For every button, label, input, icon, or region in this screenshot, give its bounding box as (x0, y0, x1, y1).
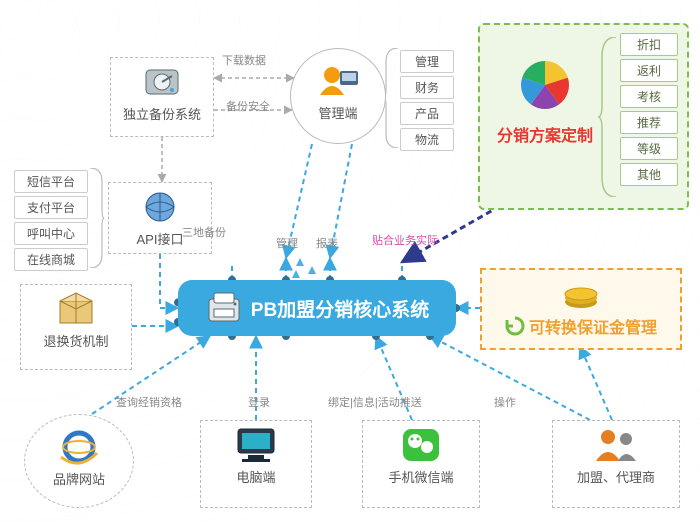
node-label: 电脑端 (201, 467, 311, 486)
edge-label: 报表 (316, 235, 338, 251)
fax-icon (205, 289, 243, 327)
node-label: 手机微信端 (363, 467, 479, 486)
side-list-item: 物流 (400, 128, 454, 151)
center-node: PB加盟分销核心系统 (178, 280, 456, 336)
node-brand: 品牌网站 (24, 414, 134, 508)
node-admin: 管理端 (290, 48, 386, 144)
node-label: 独立备份系统 (111, 104, 213, 123)
node-label: API接口 (109, 229, 211, 248)
edge-mobile-to-center (376, 336, 412, 420)
side-list-item: 管理 (400, 50, 454, 73)
node-returns: 退换货机制 (20, 284, 132, 370)
highlight-panel: 分销方案定制 折扣返利考核推荐等级其他 (478, 23, 689, 210)
highlight-title: 分销方案定制 (490, 122, 600, 146)
edge-api-to-center (160, 254, 178, 308)
node-mobile: 手机微信端 (362, 420, 480, 508)
ie-icon (57, 427, 101, 467)
box-icon (54, 289, 98, 329)
globe-icon (138, 187, 182, 227)
node-label: 品牌网站 (25, 469, 133, 488)
edge-agent-to-deposit (580, 346, 612, 420)
admin-user-icon (316, 61, 360, 101)
side-list-item: 支付平台 (14, 196, 88, 219)
highlight-item: 折扣 (620, 33, 678, 56)
side-list-item: 短信平台 (14, 170, 88, 193)
edge-label: 登录 (248, 394, 270, 410)
highlight-item: 考核 (620, 85, 678, 108)
people-icon (594, 425, 638, 465)
deposit-label: 可转换保证金管理 (529, 314, 657, 338)
side-list-item: 呼叫中心 (14, 222, 88, 245)
node-label: 加盟、代理商 (553, 467, 679, 486)
decorative-arrows (292, 258, 316, 278)
edge-label: 下载数据 (222, 52, 266, 68)
edge-label: 绑定|信息|活动推送 (328, 394, 422, 410)
edge-label: 备份安全 (226, 98, 270, 114)
deposit-node: 可转换保证金管理 (480, 268, 682, 350)
center-label: PB加盟分销核心系统 (251, 295, 429, 322)
highlight-item: 返利 (620, 59, 678, 82)
highlight-item: 推荐 (620, 111, 678, 134)
edge-admin-to-center (286, 144, 312, 258)
edge-label: 管理 (276, 235, 298, 251)
side-list-item: 在线商城 (14, 248, 88, 271)
monitor-icon (234, 425, 278, 465)
edge-label: 贴合业务实际 (372, 232, 438, 248)
node-backup: 独立备份系统 (110, 57, 214, 137)
node-agent: 加盟、代理商 (552, 420, 680, 508)
bracket-icon (384, 48, 400, 148)
node-label: 管理端 (291, 103, 385, 122)
node-api: API接口 (108, 182, 212, 254)
side-list-item: 产品 (400, 102, 454, 125)
highlight-item: 其他 (620, 163, 678, 186)
edge-label: 查询经销资格 (116, 394, 182, 410)
admin-side-list: 管理财务产品物流 (400, 50, 454, 154)
edge-admin-to-center2 (330, 144, 352, 258)
recycle-icon (505, 316, 525, 336)
wechat-icon (399, 425, 443, 465)
coin-stack-icon (561, 280, 601, 310)
side-list-item: 财务 (400, 76, 454, 99)
bracket-icon (598, 37, 618, 197)
api-side-list: 短信平台支付平台呼叫中心在线商城 (14, 170, 88, 274)
bracket-icon (88, 168, 104, 268)
edge-highlight-to-ctr (402, 206, 500, 262)
node-label: 退换货机制 (21, 331, 131, 350)
highlight-item: 等级 (620, 137, 678, 160)
pie-chart-icon (513, 55, 577, 111)
node-pc: 电脑端 (200, 420, 312, 508)
hdd-icon (140, 62, 184, 102)
edge-label: 操作 (494, 394, 516, 410)
